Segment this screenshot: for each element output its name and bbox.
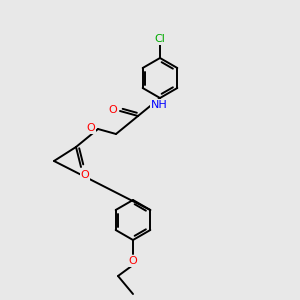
Text: O: O [81,170,89,180]
Text: O: O [129,256,137,266]
Text: Cl: Cl [154,34,165,44]
Text: NH: NH [151,100,167,110]
Text: O: O [87,123,95,133]
Text: O: O [109,105,117,115]
